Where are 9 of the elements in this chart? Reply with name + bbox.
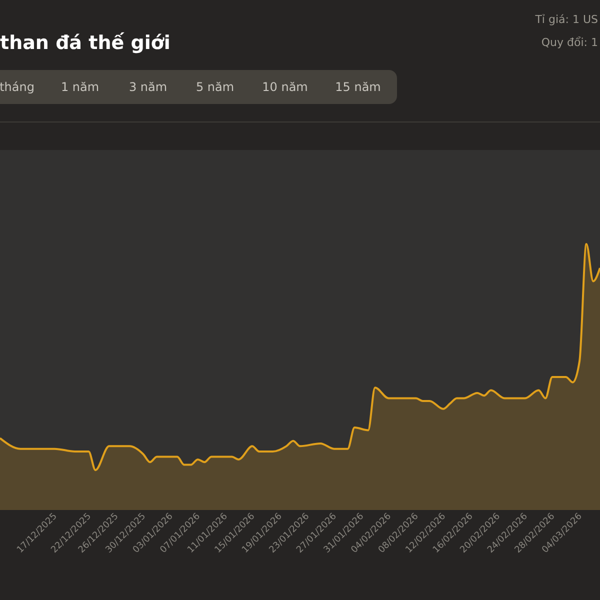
text: Tỉ giá: 1 US bbox=[534, 13, 598, 26]
text: 3 năm bbox=[128, 80, 168, 94]
chart-title: than đá thế giới bbox=[0, 32, 170, 54]
text: 15 năm bbox=[335, 80, 381, 94]
text: 1 năm bbox=[60, 80, 100, 94]
text: Quy đổi: 1 bbox=[541, 36, 598, 49]
text: tháng bbox=[0, 80, 34, 94]
text: 5 năm bbox=[196, 80, 234, 94]
text: 10 năm bbox=[262, 80, 308, 94]
